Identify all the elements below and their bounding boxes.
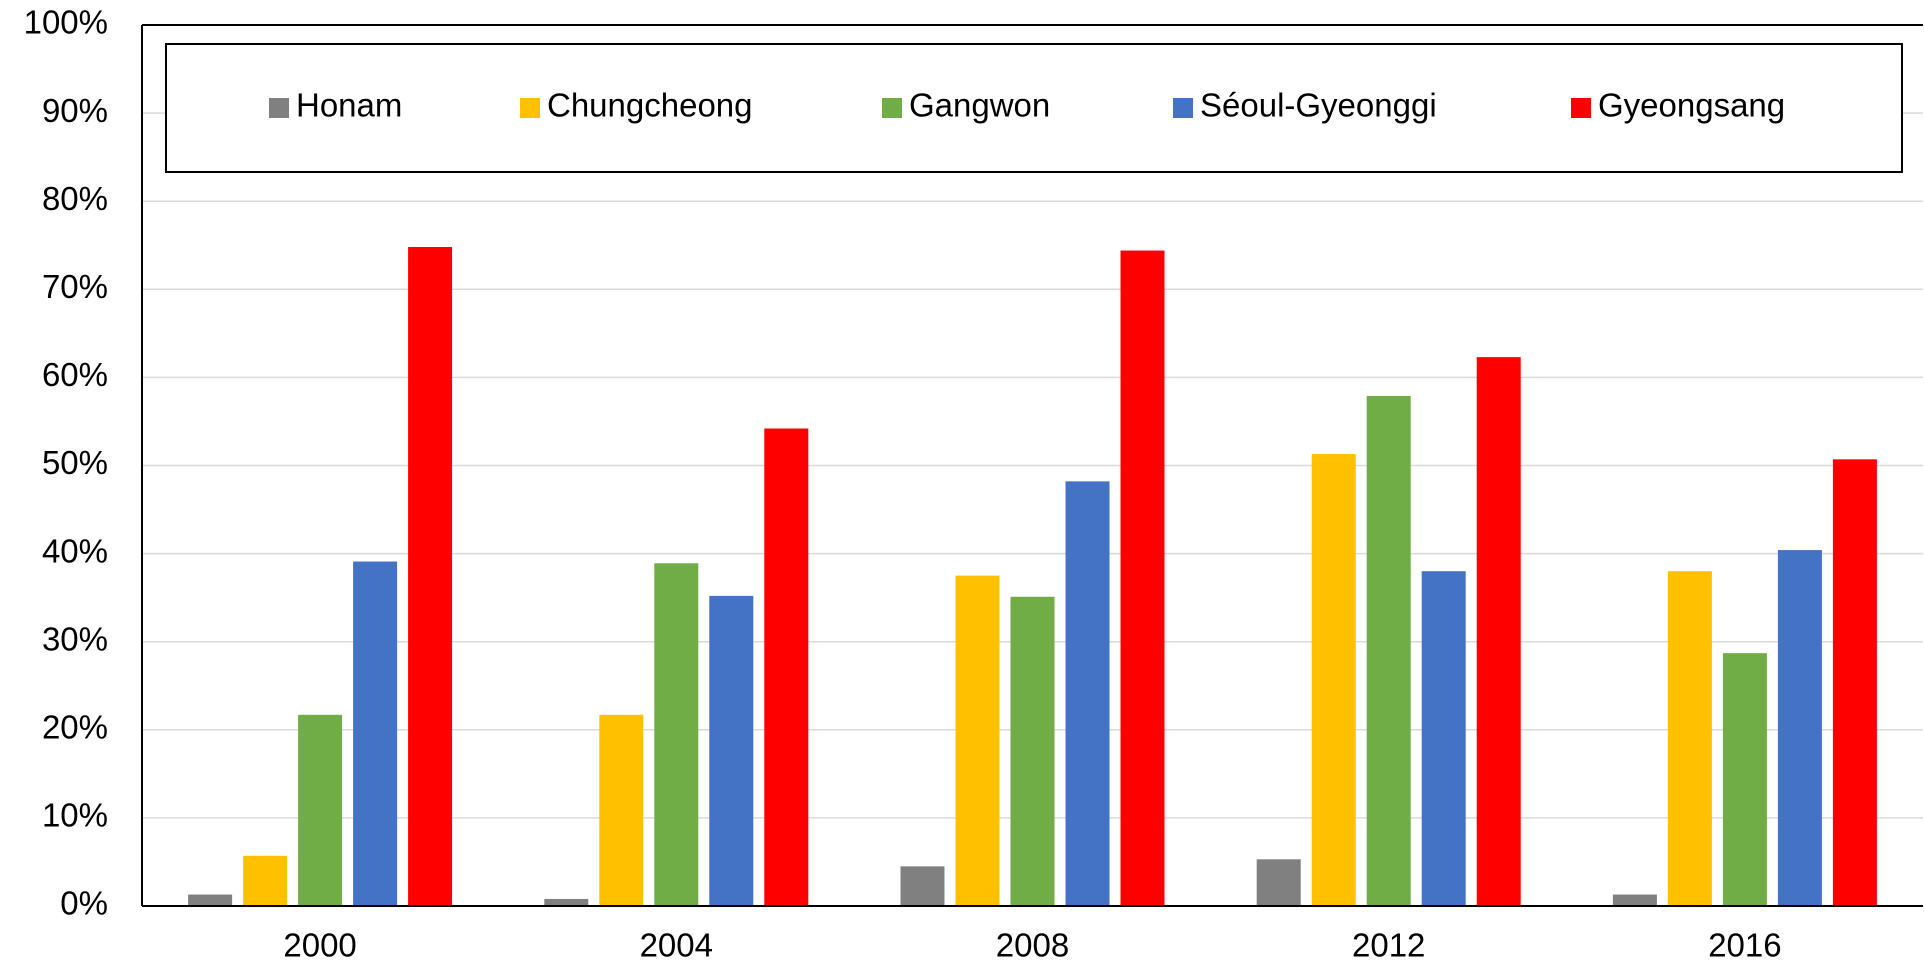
bar [1256,859,1301,906]
bar [408,247,453,907]
legend-label: Chungcheong [547,87,753,124]
legend-label: Séoul-Gyeonggi [1200,87,1437,124]
bar [1722,653,1767,906]
legend-swatch [1173,98,1193,118]
bar [1120,250,1165,906]
y-tick-label: 50% [42,444,108,481]
bar [243,855,288,906]
y-tick-label: 60% [42,356,108,393]
bar [1010,596,1055,906]
legend-label: Gyeongsang [1598,87,1785,124]
legend-swatch [1571,98,1591,118]
bar [900,866,945,906]
bar [599,714,644,906]
bar [709,595,754,906]
bar [188,894,233,906]
bar [955,575,1000,906]
bar [1832,459,1877,906]
legend-swatch [882,98,902,118]
bar [1366,395,1411,906]
x-tick-label: 2000 [283,927,356,964]
legend-swatch [269,98,289,118]
y-tick-label: 0% [60,885,108,922]
y-tick-label: 10% [42,797,108,834]
y-tick-label: 40% [42,532,108,569]
bar [1421,571,1466,906]
bar [1612,894,1657,906]
y-tick-label: 20% [42,709,108,746]
bar [1777,550,1822,906]
bar [654,563,699,906]
bar [1476,357,1521,907]
x-tick-label: 2016 [1708,927,1781,964]
x-tick-label: 2012 [1352,927,1425,964]
legend-swatch [520,98,540,118]
legend-label: Gangwon [909,87,1050,124]
y-tick-label: 70% [42,268,108,305]
bar [544,898,589,906]
bar [353,561,398,906]
bar [1667,571,1712,906]
bar [764,428,809,906]
legend-label: Honam [296,87,402,124]
bar [298,714,343,906]
bar [1065,481,1110,906]
y-tick-label: 80% [42,180,108,217]
bar [1311,454,1356,906]
x-tick-label: 2008 [996,927,1069,964]
y-tick-label: 90% [42,92,108,129]
x-tick-label: 2004 [640,927,713,964]
y-tick-label: 30% [42,620,108,657]
y-tick-label: 100% [24,4,108,41]
legend-box [165,43,1903,173]
